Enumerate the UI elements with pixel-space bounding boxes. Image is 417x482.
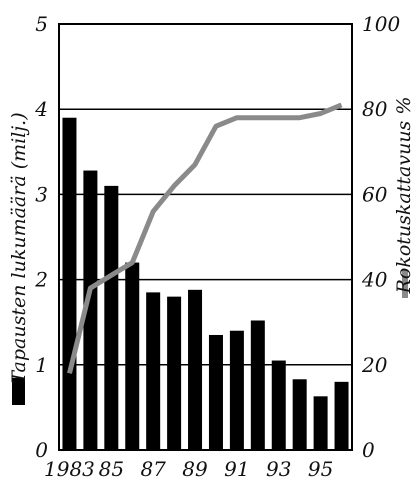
- bar: [292, 379, 307, 450]
- bar: [208, 334, 223, 450]
- x-tick-label: 91: [224, 457, 249, 481]
- x-axis-ticks: 1983 85 87 89 91 93 95: [44, 457, 333, 481]
- bar: [271, 360, 286, 450]
- left-tick-label: 4: [34, 97, 48, 121]
- right-axis-title: Rokotuskattavuus %: [393, 97, 415, 295]
- x-tick-label: 85: [99, 457, 124, 481]
- left-axis-title: Tapausten lukumäärä (milj.): [8, 112, 30, 383]
- bar: [125, 262, 140, 450]
- line-legend-swatch: [402, 270, 408, 298]
- bar-series: [62, 117, 349, 450]
- right-axis-title-group: Rokotuskattavuus %: [393, 97, 415, 298]
- coverage-line: [67, 102, 343, 374]
- bar: [334, 381, 349, 450]
- left-tick-label: 3: [35, 182, 48, 206]
- bar: [250, 320, 265, 450]
- bar: [188, 289, 203, 450]
- right-tick-label: 40: [361, 268, 388, 292]
- left-axis-title-group: Tapausten lukumäärä (milj.): [8, 112, 30, 405]
- x-tick-label: 95: [308, 457, 333, 481]
- left-tick-label: 0: [35, 438, 48, 462]
- bar: [62, 117, 77, 450]
- right-tick-label: 0: [362, 438, 375, 462]
- bar-legend-swatch: [12, 378, 25, 405]
- left-tick-label: 1: [35, 353, 48, 377]
- x-tick-label: 1983: [44, 457, 95, 481]
- right-tick-label: 100: [362, 12, 400, 36]
- bar: [229, 330, 244, 450]
- bar: [313, 396, 328, 450]
- bar: [146, 292, 161, 450]
- left-axis-ticks: 0 1 2 3 4 5: [34, 12, 48, 462]
- right-axis-ticks: 0 20 40 60 80 100: [361, 12, 400, 462]
- bar: [83, 170, 98, 450]
- right-tick-label: 20: [361, 353, 388, 377]
- x-tick-label: 87: [140, 457, 166, 481]
- right-tick-label: 80: [362, 97, 388, 121]
- right-tick-label: 60: [362, 182, 388, 206]
- x-tick-label: 89: [182, 457, 208, 481]
- x-tick-label: 93: [266, 457, 291, 481]
- left-tick-label: 2: [34, 268, 48, 292]
- plot-frame: [58, 23, 353, 451]
- left-tick-label: 5: [35, 12, 48, 36]
- bar: [104, 185, 119, 450]
- bar: [167, 296, 182, 450]
